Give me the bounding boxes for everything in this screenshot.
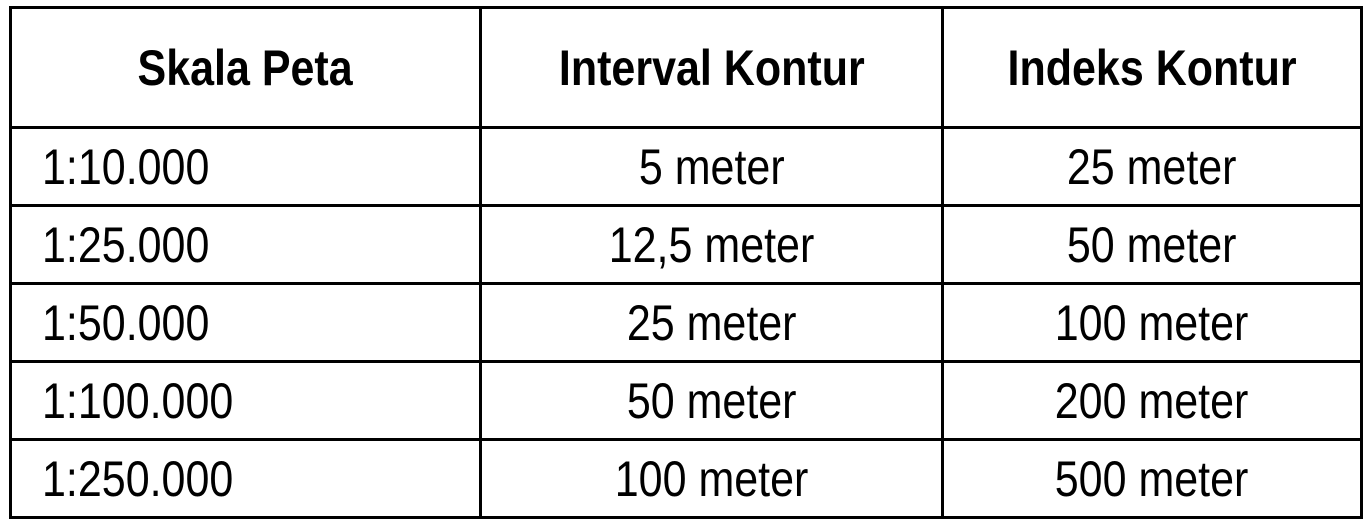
table-header-row: Skala Peta Interval Kontur Indeks Kontur	[9, 6, 1363, 129]
cell-indeks-kontur: 100 meter	[941, 282, 1363, 363]
cell-interval-kontur: 12,5 meter	[479, 204, 944, 285]
contour-table: Skala Peta Interval Kontur Indeks Kontur…	[9, 6, 1363, 519]
cell-skala-peta: 1:100.000	[9, 360, 482, 441]
table-row: 1:50.000 25 meter 100 meter	[9, 282, 1363, 363]
cell-skala-peta: 1:250.000	[9, 438, 482, 519]
table-row: 1:10.000 5 meter 25 meter	[9, 126, 1363, 207]
cell-interval-kontur: 100 meter	[479, 438, 944, 519]
header-indeks-kontur: Indeks Kontur	[941, 6, 1363, 129]
contour-table-container: Skala Peta Interval Kontur Indeks Kontur…	[9, 6, 1363, 519]
table-row: 1:100.000 50 meter 200 meter	[9, 360, 1363, 441]
cell-interval-kontur: 50 meter	[479, 360, 944, 441]
header-interval-kontur: Interval Kontur	[479, 6, 944, 129]
cell-skala-peta: 1:10.000	[9, 126, 482, 207]
cell-indeks-kontur: 25 meter	[941, 126, 1363, 207]
header-skala-peta: Skala Peta	[9, 6, 482, 129]
cell-interval-kontur: 25 meter	[479, 282, 944, 363]
table-row: 1:250.000 100 meter 500 meter	[9, 438, 1363, 519]
cell-indeks-kontur: 200 meter	[941, 360, 1363, 441]
cell-skala-peta: 1:50.000	[9, 282, 482, 363]
cell-interval-kontur: 5 meter	[479, 126, 944, 207]
cell-indeks-kontur: 500 meter	[941, 438, 1363, 519]
table-row: 1:25.000 12,5 meter 50 meter	[9, 204, 1363, 285]
cell-indeks-kontur: 50 meter	[941, 204, 1363, 285]
cell-skala-peta: 1:25.000	[9, 204, 482, 285]
